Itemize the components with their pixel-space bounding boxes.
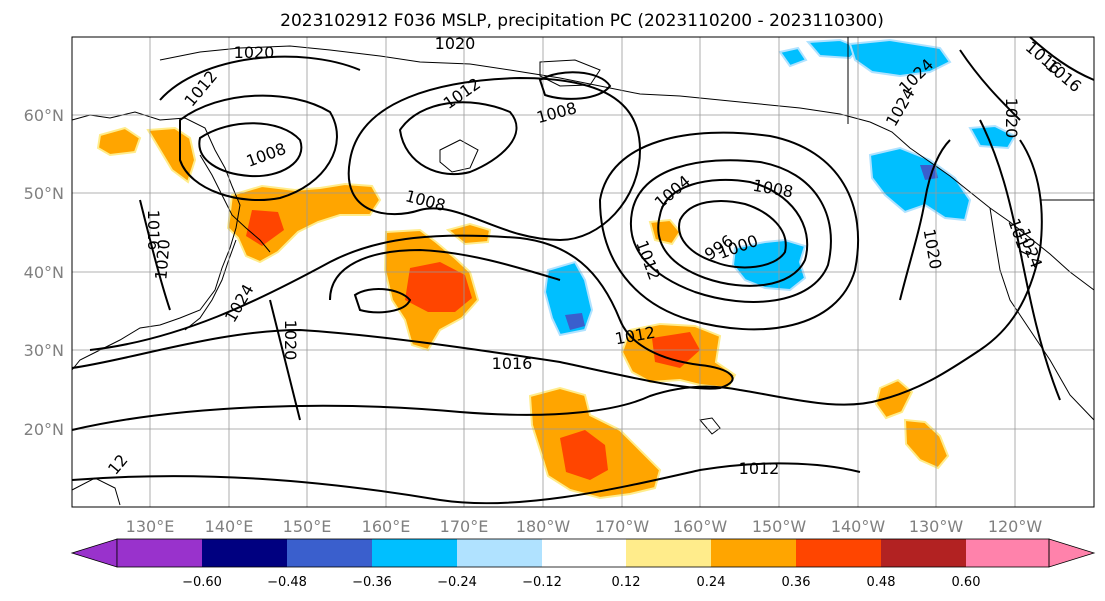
lon-tick: 120°W — [988, 517, 1043, 536]
lat-tick: 50°N — [24, 184, 64, 203]
colorbar-segment — [966, 539, 1049, 567]
isobar-label: 1012 — [739, 459, 780, 478]
isobar-label: 1020 — [281, 320, 300, 361]
map-panel: 1020 1020 1012 1012 1008 1008 1008 1004 … — [24, 34, 1095, 536]
colorbar-tick: 0.36 — [782, 575, 811, 590]
colorbar-low-extend — [70, 538, 118, 568]
colorbar-segment — [287, 539, 372, 567]
colorbar-segment — [457, 539, 542, 567]
isobar-label: 1020 — [1002, 98, 1021, 139]
lon-tick: 160°E — [362, 517, 411, 536]
colorbar-tick: 0.48 — [867, 575, 896, 590]
colorbar-segment — [881, 539, 966, 567]
lon-tick: 150°W — [752, 517, 807, 536]
colorbar-tick: 0.60 — [952, 575, 981, 590]
lat-tick: 40°N — [24, 263, 64, 282]
colorbar-tick: 0.24 — [697, 575, 726, 590]
map-frame — [71, 36, 1095, 508]
isobar-label: 1020 — [151, 238, 173, 280]
graticule — [72, 37, 1094, 507]
colorbar-tick: 0.12 — [612, 575, 641, 590]
lon-tick: 170°W — [595, 517, 650, 536]
precip-positive-shading — [96, 126, 950, 500]
colorbar-tick: −0.12 — [522, 575, 562, 590]
lon-tick: 160°W — [673, 517, 728, 536]
colorbar-frame — [116, 538, 1050, 568]
colorbar-tick: −0.36 — [352, 575, 392, 590]
figure-title: 2023102912 F036 MSLP, precipitation PC (… — [280, 11, 884, 31]
lon-tick: 180°W — [516, 517, 571, 536]
latitude-ticks: 60°N 50°N 40°N 30°N 20°N — [24, 106, 64, 439]
isobar-label: 1016 — [492, 354, 533, 373]
colorbar-segment — [202, 539, 287, 567]
colorbar-tick: −0.48 — [267, 575, 307, 590]
precip-negative-shading — [543, 38, 1017, 337]
colorbar-segment — [372, 539, 457, 567]
colorbar-segment — [542, 539, 626, 567]
lat-tick: 20°N — [24, 420, 64, 439]
lon-tick: 130°E — [126, 517, 175, 536]
isobar-label: 1020 — [435, 34, 476, 53]
lon-tick: 140°W — [831, 517, 886, 536]
lon-tick: 150°E — [283, 517, 332, 536]
isobar-label: 1016 — [144, 210, 163, 251]
lat-tick: 60°N — [24, 106, 64, 125]
colorbar: −0.60 −0.48 −0.36 −0.24 −0.12 0.12 0.24 … — [70, 538, 1096, 590]
colorbar-segment — [626, 539, 711, 567]
coastlines — [71, 37, 1095, 506]
isobar-label: 1020 — [234, 43, 275, 62]
lat-tick: 30°N — [24, 341, 64, 360]
isobars — [71, 36, 1095, 505]
longitude-ticks: 130°E 140°E 150°E 160°E 170°E 180°W 170°… — [126, 517, 1043, 536]
colorbar-tick: −0.24 — [437, 575, 477, 590]
colorbar-segment — [711, 539, 796, 567]
colorbar-high-extend — [1048, 538, 1096, 568]
lon-tick: 140°E — [205, 517, 254, 536]
lon-tick: 130°W — [909, 517, 964, 536]
colorbar-tick: −0.60 — [182, 575, 222, 590]
colorbar-segment — [117, 539, 202, 567]
lon-tick: 170°E — [440, 517, 489, 536]
colorbar-segment — [796, 539, 881, 567]
